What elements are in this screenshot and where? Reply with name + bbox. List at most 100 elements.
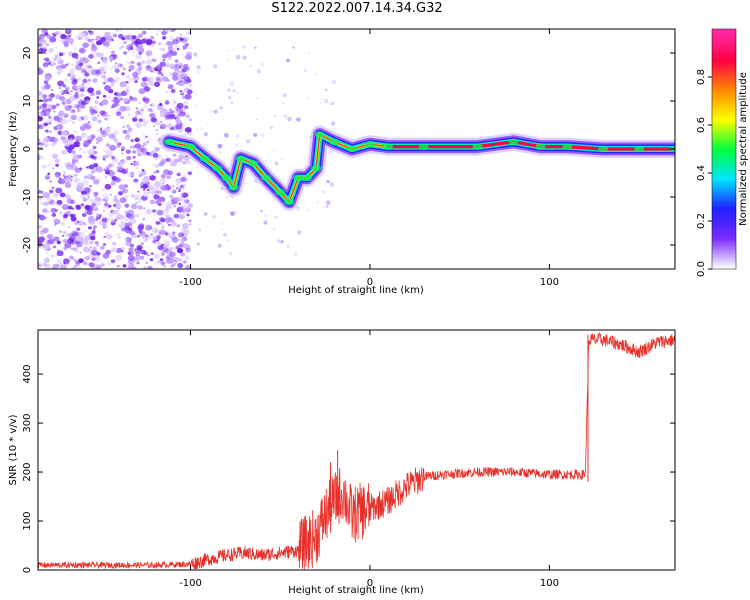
noise-speckle <box>81 213 87 218</box>
noise-speckle <box>49 199 57 206</box>
noise-speckle <box>91 41 95 44</box>
noise-speckle <box>281 101 285 105</box>
noise-speckle <box>119 197 127 204</box>
noise-speckle <box>157 242 162 247</box>
noise-speckle <box>80 126 86 132</box>
noise-speckle <box>158 216 165 222</box>
noise-speckle <box>130 60 135 65</box>
noise-speckle <box>141 169 145 172</box>
noise-speckle <box>138 198 142 202</box>
noise-speckle <box>65 86 70 91</box>
noise-speckle <box>173 100 177 104</box>
noise-speckle <box>184 76 189 80</box>
colorbar-band <box>712 89 736 93</box>
noise-speckle <box>183 155 190 161</box>
noise-speckle <box>165 155 168 157</box>
colorbar-band <box>712 46 736 50</box>
noise-speckle <box>152 164 155 166</box>
noise-speckle <box>78 220 85 226</box>
noise-speckle <box>228 251 233 256</box>
noise-speckle <box>42 94 48 99</box>
noise-speckle <box>149 175 156 181</box>
noise-speckle <box>160 201 164 205</box>
noise-speckle <box>213 64 218 69</box>
noise-speckle <box>133 160 136 163</box>
noise-speckle <box>42 97 48 103</box>
noise-speckle <box>42 62 49 68</box>
noise-speckle <box>88 262 95 268</box>
noise-speckle <box>134 114 139 119</box>
noise-speckle <box>69 137 73 141</box>
colorbar-band <box>712 166 736 170</box>
colorbar-band <box>712 101 736 105</box>
noise-speckle <box>126 155 132 161</box>
noise-speckle <box>179 188 182 191</box>
colorbar-band <box>712 184 736 188</box>
colorbar-band <box>712 206 736 210</box>
noise-speckle <box>326 200 331 205</box>
noise-speckle <box>226 57 230 62</box>
noise-speckle <box>199 128 203 131</box>
noise-speckle <box>122 241 129 246</box>
colorbar-tick-label: 0.6 <box>696 117 707 133</box>
noise-speckle <box>91 203 96 207</box>
noise-speckle <box>233 211 237 215</box>
noise-speckle <box>60 129 68 136</box>
noise-speckle <box>44 57 50 62</box>
noise-speckle <box>70 43 73 46</box>
noise-speckle <box>111 241 117 246</box>
noise-speckle <box>42 192 50 199</box>
ridge-point <box>199 155 210 162</box>
colorbar-band <box>712 51 736 55</box>
noise-speckle <box>70 114 78 121</box>
colorbar-band <box>712 156 736 160</box>
noise-speckle <box>58 52 64 57</box>
noise-speckle <box>91 43 96 48</box>
noise-speckle <box>120 189 126 194</box>
noise-speckle <box>152 58 157 63</box>
noise-speckle <box>48 116 52 119</box>
noise-speckle <box>69 255 74 260</box>
noise-speckle <box>182 192 189 198</box>
noise-speckle <box>125 74 130 79</box>
noise-speckle <box>121 126 125 129</box>
noise-speckle <box>198 228 202 232</box>
noise-speckle <box>102 81 106 85</box>
noise-speckle <box>55 163 59 167</box>
colorbar-tick-label: 0.0 <box>696 261 707 277</box>
noise-speckle <box>147 76 154 83</box>
noise-speckle <box>169 36 175 41</box>
noise-speckle <box>82 149 88 154</box>
noise-speckle <box>74 167 82 173</box>
noise-speckle <box>230 211 235 216</box>
noise-speckle <box>260 133 265 138</box>
noise-speckle <box>92 246 98 251</box>
noise-speckle <box>173 247 176 250</box>
noise-speckle <box>260 210 263 213</box>
noise-speckle <box>72 247 78 252</box>
noise-speckle <box>154 147 160 152</box>
noise-speckle <box>148 81 155 87</box>
ridge-point <box>314 131 325 138</box>
noise-speckle <box>155 199 161 205</box>
noise-speckle <box>118 47 122 50</box>
noise-speckle <box>115 76 121 81</box>
noise-speckle <box>83 60 89 64</box>
noise-speckle <box>177 80 185 87</box>
noise-speckle <box>168 113 176 120</box>
noise-speckle <box>181 133 184 136</box>
noise-speckle <box>147 254 150 257</box>
noise-speckle <box>95 52 102 57</box>
ridge-point <box>185 143 196 150</box>
noise-speckle <box>274 215 278 219</box>
noise-speckle <box>46 122 49 125</box>
noise-speckle <box>84 230 88 233</box>
noise-speckle <box>180 241 185 246</box>
noise-speckle <box>97 110 102 115</box>
noise-speckle <box>183 174 187 177</box>
noise-speckle <box>175 123 183 130</box>
noise-speckle <box>74 130 78 134</box>
noise-speckle <box>155 190 160 194</box>
noise-speckle <box>185 54 192 60</box>
